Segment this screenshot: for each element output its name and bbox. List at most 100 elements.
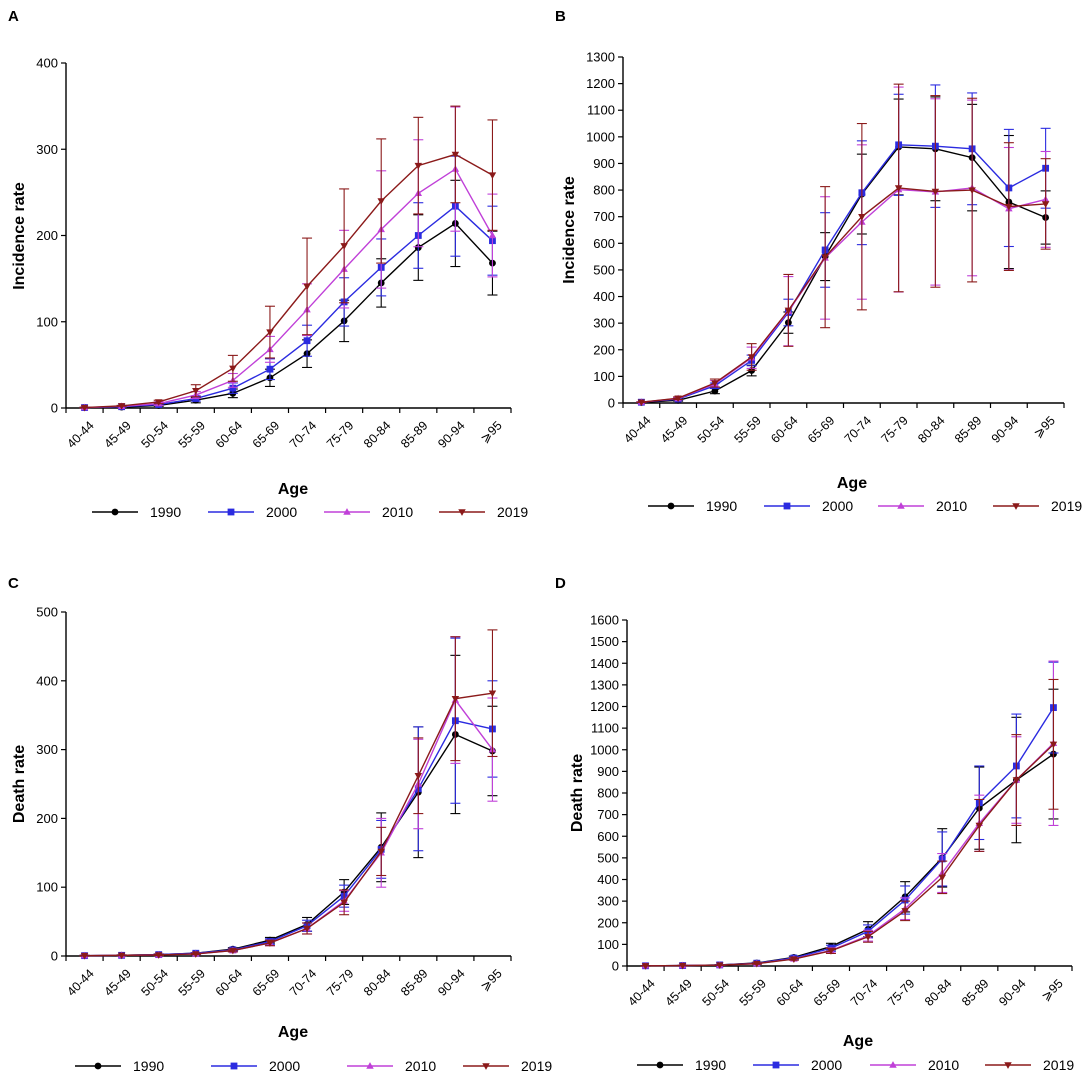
data-point (154, 399, 163, 406)
legend-label: 2019 (1051, 498, 1082, 514)
data-point (266, 329, 274, 337)
legend-label: 2019 (497, 504, 528, 520)
legend-swatch-marker (667, 502, 675, 510)
y-tick-label: 0 (612, 959, 619, 974)
x-tick-label: 75-79 (885, 976, 918, 1009)
legend-item-2019: 2019 (993, 498, 1082, 514)
x-tick-label: ⩾95 (1031, 413, 1058, 440)
x-tick-label: 50-54 (700, 976, 733, 1009)
x-tick-label: 75-79 (324, 966, 357, 999)
panel-letter: B (555, 8, 566, 25)
data-point (154, 952, 163, 959)
data-point (414, 773, 423, 780)
data-point (377, 198, 385, 205)
x-axis-title: Age (837, 475, 867, 492)
y-tick-label: 200 (593, 342, 615, 357)
data-point (192, 951, 200, 958)
legend-label: 1990 (706, 498, 737, 514)
y-tick-label: 500 (36, 605, 58, 620)
legend-item-2019: 2019 (463, 1058, 552, 1074)
x-tick-label: 70-74 (848, 976, 881, 1009)
y-axis-title: Death rate (11, 745, 28, 823)
data-point (821, 254, 829, 262)
panel-d: D 0 100 200 300 400 500 600 700 800 900 1000 1100 12… (555, 575, 1074, 1073)
x-tick-label: 60-64 (213, 966, 246, 999)
data-point (488, 231, 497, 239)
legend-swatch-marker (94, 1062, 102, 1070)
data-point (451, 151, 460, 159)
series-2010 (79, 106, 498, 411)
legend-item-2019: 2019 (985, 1057, 1074, 1073)
x-tick-label: 55-59 (176, 418, 209, 451)
y-tick-label: 600 (593, 236, 615, 251)
legend-swatch-marker (343, 508, 351, 515)
legend-label: 2000 (269, 1058, 300, 1074)
data-point (80, 952, 89, 960)
data-point (901, 908, 909, 915)
y-tick-label: 200 (36, 811, 58, 826)
x-tick-label: 45-49 (101, 966, 134, 999)
legend-item-2010: 2010 (324, 504, 413, 520)
legend-swatch-marker (458, 509, 466, 516)
legend-label: 1990 (150, 504, 181, 520)
series-1990 (636, 96, 1051, 406)
data-point (1005, 203, 1013, 211)
x-tick-label: 80-84 (361, 966, 394, 999)
y-tick-label: 1400 (590, 656, 619, 671)
y-tick-label: 1600 (590, 613, 619, 628)
legend-label: 2010 (936, 498, 967, 514)
x-axis-title: Age (278, 1024, 308, 1041)
x-tick-label: 65-69 (250, 966, 283, 999)
x-tick-label: 40-44 (621, 413, 654, 446)
x-tick-label: 50-54 (139, 418, 172, 451)
y-tick-label: 400 (597, 872, 619, 887)
data-point (303, 283, 311, 291)
legend-label: 2019 (521, 1058, 552, 1074)
y-tick-label: 100 (593, 369, 615, 384)
y-tick-label: 300 (593, 316, 615, 331)
x-tick-label: 90-94 (435, 966, 468, 999)
data-point (488, 172, 497, 180)
y-tick-label: 300 (36, 142, 58, 157)
legend-label: 1990 (133, 1058, 164, 1074)
legend-swatch-marker (1012, 503, 1020, 510)
y-tick-label: 1200 (590, 699, 619, 714)
x-tick-label: 85-89 (398, 966, 431, 999)
series-2010 (636, 86, 1051, 405)
series-2010 (79, 636, 498, 959)
panel-b: B 0 100 200 300 400 500 600 700 800 900 1000 1100 12… (555, 8, 1082, 514)
x-tick-label: 75-79 (324, 418, 357, 451)
x-tick-label: ⩾95 (478, 966, 505, 993)
legend-item-1990: 1990 (75, 1058, 164, 1074)
data-point (488, 690, 497, 698)
y-tick-label: 300 (597, 894, 619, 909)
y-tick-label: 1100 (591, 721, 619, 736)
y-tick-label: 1200 (586, 76, 615, 91)
y-tick-label: 400 (36, 56, 58, 71)
series-2000 (79, 637, 498, 960)
data-point (637, 399, 646, 407)
data-point (340, 243, 348, 250)
x-axis-title: Age (843, 1033, 873, 1050)
data-point (117, 403, 126, 410)
y-axis-title: Incidence rate (11, 182, 28, 290)
data-point (894, 185, 903, 192)
data-point (192, 388, 200, 395)
y-tick-label: 400 (36, 673, 58, 688)
legend-item-2010: 2010 (878, 498, 967, 514)
data-point (266, 365, 274, 373)
data-point (414, 162, 423, 170)
y-tick-label: 700 (593, 209, 615, 224)
series-1990 (79, 179, 498, 411)
y-tick-label: 600 (597, 829, 619, 844)
x-tick-label: 65-69 (811, 976, 844, 1009)
legend-label: 2000 (822, 498, 853, 514)
x-tick-label: 45-49 (658, 413, 691, 446)
legend-item-2000: 2000 (208, 504, 297, 520)
legend-swatch-marker (111, 508, 119, 516)
series-line (645, 753, 1054, 967)
data-point (784, 307, 793, 315)
data-point (1041, 201, 1050, 208)
y-tick-label: 1000 (590, 742, 619, 757)
